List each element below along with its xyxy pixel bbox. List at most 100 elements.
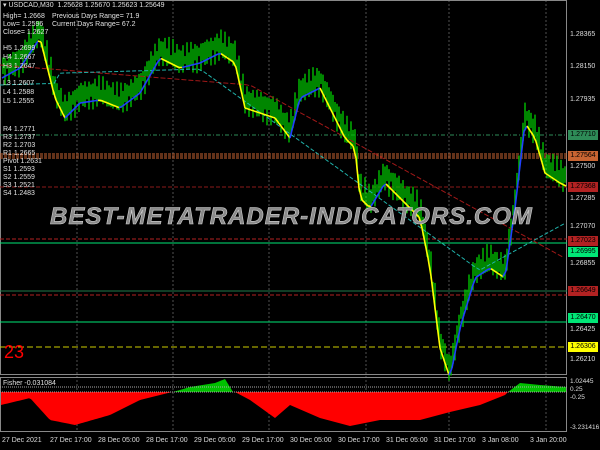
trend-line-segment [559,182,564,186]
trend-line-segment [496,272,501,276]
high-label: High= 1.2668 [3,13,45,20]
indicator-axis-label: -3.231416 [570,424,600,431]
fisher-label: Fisher -0.031084 [3,380,56,387]
trend-line-segment [325,99,330,107]
trend-line-segment [382,183,387,187]
trend-line-segment [358,187,363,201]
fisher-positive-area [508,383,566,392]
trend-line-segment [472,277,477,285]
time-axis-label: 29 Dec 17:00 [242,437,284,444]
trend-line-segment [73,105,78,110]
price-axis-label: 1.27935 [570,96,596,103]
price-axis-label: 1.26425 [570,326,596,333]
trend-line-segment [340,129,345,137]
trend-line-segment [55,99,60,107]
close-label: Close= 1.2627 [3,29,49,36]
trend-line-segment [46,65,51,79]
trend-line-segment [526,125,531,131]
trend-line-segment [250,109,255,112]
time-axis-label: 3 Jan 20:00 [530,437,567,444]
level-label: H3 1.2647 [3,63,36,70]
trend-line-segment [22,58,27,64]
ohlc: 1.25628 1.25670 1.25623 1.25649 [57,2,165,9]
trend-line-segment [343,135,348,141]
trend-line-segment [406,204,411,209]
trend-line-segment [52,89,57,101]
watermark: BEST-METATRADER-INDICATORS.COM [50,203,533,231]
pivot-label: R4 1.2771 [3,126,36,133]
trend-line-segment [430,275,435,301]
trend-line-segment [436,323,441,349]
trend-line-segment [229,59,234,63]
time-axis-label: 30 Dec 17:00 [338,437,380,444]
trend-line-segment [253,110,258,113]
pivot-label: R3 1.2737 [3,134,36,141]
trend-line-segment [328,105,333,113]
trend-line-segment [541,162,546,174]
trend-line-segment [70,108,75,113]
time-axis-label: 29 Dec 05:00 [194,437,236,444]
trend-line-segment [175,65,180,69]
trend-line-segment [352,145,357,159]
trend-line-segment [307,91,312,95]
time-axis-label: 27 Dec 17:00 [50,437,92,444]
trend-line-segment [271,116,276,119]
trend-line-segment [223,55,228,59]
trend-line-segment [199,60,204,64]
trend-line-segment [322,93,327,101]
price-tag: 1.27710 [568,130,598,140]
trend-line-segment [130,96,135,101]
trend-line-segment [34,40,39,46]
trend-line-segment [418,216,423,229]
trend-line-segment [562,183,567,187]
trend-line-segment [313,88,318,92]
trend-line-segment [181,65,186,69]
trend-line-segment [112,104,117,108]
time-axis-label: 27 Dec 2021 [2,437,42,444]
trend-line-segment [355,157,360,189]
trend-line-segment [400,198,405,203]
trend-line-segment [535,141,540,153]
trend-line-segment [481,270,486,274]
trend-line-segment [517,156,522,183]
trend-line-segment [457,324,462,339]
trend-line-segment [1,75,6,79]
trend-line-segment [280,125,285,131]
trend-line-segment [19,63,24,69]
trend-line-segment [76,102,81,107]
trend-line-segment [361,199,366,204]
trend-line-segment [205,57,210,61]
trend-line-segment [166,60,171,64]
trend-line-segment [412,210,417,215]
trend-line-segment [277,121,282,127]
pivot-label: Pivot 1.2631 [3,158,42,165]
trend-line-segment [226,57,231,61]
trend-line-segment [442,356,447,367]
pivot-label: S3 1.2521 [3,182,35,189]
trend-line-segment [469,284,474,295]
trend-line-segment [310,90,315,94]
low-label: Low= 1.2596 [3,21,44,28]
trend-line-segment [511,207,516,230]
pivot-label: S4 1.2483 [3,190,35,197]
level-label: H4 1.2667 [3,54,36,61]
fisher-positive-area [173,379,233,392]
trend-line-segment [100,99,105,103]
trend-line-segment [172,63,177,67]
trend-line-segment [379,185,384,192]
trend-line-segment [550,176,555,180]
trend-line-segment [109,103,114,106]
trend-line-segment [505,249,510,272]
trend-line-segment [346,139,351,144]
trend-line-segment [124,101,129,105]
trend-line-segment [28,49,33,55]
trend-line-segment [67,111,72,116]
trend-line-segment [43,53,48,67]
trend-line-segment [220,53,225,57]
trend-line-segment [460,314,465,325]
curr-range-label: Current Days Range= 67.2 [52,21,136,28]
price-tag: 1.26995 [568,247,598,257]
trend-line-segment [31,45,36,51]
